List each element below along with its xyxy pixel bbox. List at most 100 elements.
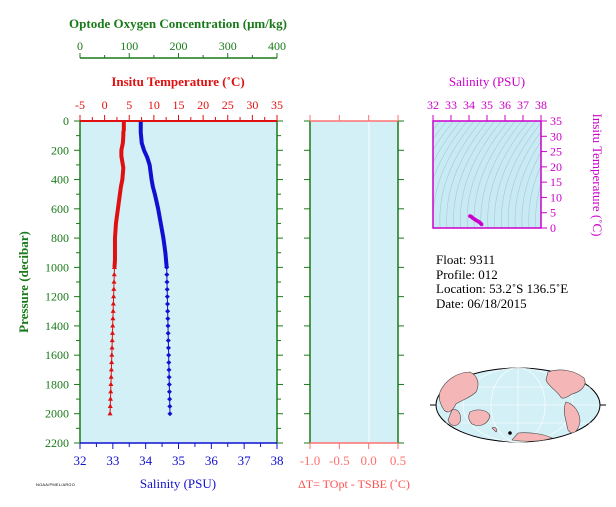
temperature-data-point bbox=[111, 271, 117, 277]
pressure-tick-label: 2000 bbox=[45, 407, 69, 421]
salinity-data-point bbox=[165, 308, 171, 314]
salinity-tick-label: 32 bbox=[74, 453, 87, 468]
ts-temperature-axis-title: Insitu Temperature (˚C) bbox=[590, 113, 605, 236]
salinity-data-point bbox=[166, 389, 172, 395]
temperature-data-point bbox=[109, 330, 115, 335]
temperature-data-point bbox=[107, 403, 113, 409]
salinity-data-point bbox=[166, 367, 172, 373]
float-location-marker bbox=[508, 431, 512, 435]
ts-isopycnal-curve bbox=[507, 131, 541, 228]
salinity-data-point bbox=[164, 264, 170, 270]
oxygen-tick-label: 200 bbox=[170, 39, 188, 53]
ts-salinity-tick-label: 32 bbox=[427, 98, 439, 112]
ts-isopycnal-curve bbox=[439, 121, 482, 228]
salinity-data-point bbox=[165, 301, 171, 307]
delta-t-plot-background bbox=[310, 121, 398, 443]
temperature-data-point bbox=[110, 301, 116, 306]
ts-isopycnal-curve bbox=[521, 151, 541, 228]
temperature-data-point bbox=[109, 337, 115, 343]
ts-temperature-tick-label: 15 bbox=[550, 175, 562, 189]
oxygen-axis-ticks: 0 100 200 300 400 bbox=[77, 39, 286, 58]
ts-isopycnal-curve bbox=[535, 182, 541, 228]
ts-salinity-tick-label: 36 bbox=[499, 98, 511, 112]
ts-isopycnal-curve bbox=[433, 121, 434, 122]
delta-t-tick-label: 0.5 bbox=[390, 453, 406, 468]
temperature-tick-label: 30 bbox=[246, 98, 258, 112]
temperature-profile-line bbox=[112, 121, 126, 268]
temperature-tick-label: 10 bbox=[148, 98, 160, 112]
ts-isopycnal-curve bbox=[460, 121, 502, 228]
pressure-tick-label: 200 bbox=[51, 143, 69, 157]
ts-temperature-tick-label: 5 bbox=[550, 206, 556, 220]
oxygen-axis-title: Optode Oxygen Concentration (μm/kg) bbox=[69, 16, 287, 31]
temperature-data-point bbox=[109, 352, 115, 357]
ts-isopycnal-curve bbox=[433, 121, 461, 164]
temperature-tick-label: 20 bbox=[197, 98, 209, 112]
ts-salinity-tick-label: 34 bbox=[463, 98, 475, 112]
ts-isopycnal-curve bbox=[433, 121, 448, 140]
salinity-data-point bbox=[167, 411, 173, 417]
temperature-series bbox=[107, 121, 126, 416]
ts-isopycnal-lines bbox=[433, 121, 541, 228]
temperature-data-point bbox=[111, 293, 117, 299]
profile-date: Date: 06/18/2015 bbox=[436, 295, 527, 311]
ts-plot-background bbox=[433, 121, 541, 228]
pressure-tick-label: 1800 bbox=[45, 377, 69, 391]
temperature-tick-label: -5 bbox=[75, 98, 85, 112]
salinity-data-point bbox=[164, 279, 170, 285]
pressure-axis-ticks: 0 200 400 600 800 1000 1200 1400 1600 1800 2000 220… bbox=[45, 114, 404, 450]
salinity-data-point bbox=[165, 338, 171, 344]
map-land bbox=[438, 369, 586, 442]
delta-t-axis-ticks: -1.0 -0.5 0.0 0.5 bbox=[300, 115, 406, 468]
pressure-tick-label: 0 bbox=[63, 114, 69, 128]
pressure-tick-label: 1400 bbox=[45, 319, 69, 333]
ts-scatter-points bbox=[468, 214, 484, 227]
temperature-tick-label: 5 bbox=[126, 98, 132, 112]
world-map bbox=[430, 367, 606, 443]
temperature-data-point bbox=[111, 286, 117, 291]
ts-temperature-tick-label: 0 bbox=[550, 221, 556, 235]
ts-temperature-tick-label: 10 bbox=[550, 190, 562, 204]
ts-salinity-tick-label: 33 bbox=[445, 98, 457, 112]
temperature-data-point bbox=[108, 381, 114, 387]
salinity-data-point bbox=[166, 352, 172, 358]
salinity-tick-label: 35 bbox=[172, 453, 185, 468]
temperature-data-point bbox=[108, 388, 114, 394]
temperature-data-point bbox=[110, 308, 116, 313]
temperature-data-point bbox=[109, 345, 115, 350]
temperature-tick-label: 35 bbox=[271, 98, 283, 112]
ts-temperature-tick-label: 35 bbox=[550, 114, 562, 128]
float-info-block: Float: 9311 Profile: 012 Location: 53.2˚… bbox=[436, 252, 568, 311]
oxygen-tick-label: 400 bbox=[268, 39, 286, 53]
temperature-tick-label: 15 bbox=[173, 98, 185, 112]
ts-isopycnal-curve bbox=[514, 140, 541, 228]
ts-salinity-tick-label: 35 bbox=[481, 98, 493, 112]
salinity-data-point bbox=[164, 286, 170, 292]
ts-isopycnal-curve bbox=[446, 121, 489, 228]
ts-isopycnal-curve bbox=[473, 121, 516, 228]
temperature-data-point bbox=[111, 279, 117, 284]
ts-isopycnal-curve bbox=[466, 121, 509, 228]
salinity-data-point bbox=[165, 316, 171, 322]
delta-t-axis-title: ΔT= TOpt - TSBE (˚C) bbox=[298, 477, 410, 491]
salinity-data-point bbox=[165, 345, 171, 351]
temperature-data-point bbox=[107, 410, 113, 416]
temperature-axis-title: Insitu Temperature (˚C) bbox=[111, 74, 244, 89]
ts-temperature-tick-label: 25 bbox=[550, 145, 562, 159]
temperature-tick-label: 0 bbox=[102, 98, 108, 112]
delta-t-tick-label: -1.0 bbox=[300, 453, 321, 468]
temperature-tick-label: 25 bbox=[222, 98, 234, 112]
temperature-data-point bbox=[110, 323, 116, 328]
delta-t-tick-label: 0.0 bbox=[361, 453, 377, 468]
ts-isopycnal-curve bbox=[501, 122, 541, 228]
temperature-data-point bbox=[109, 359, 115, 365]
temperature-data-point bbox=[108, 367, 114, 372]
footer-credit: NOAA/PMEL/ARGO bbox=[36, 482, 76, 487]
pressure-tick-label: 400 bbox=[51, 173, 69, 187]
profile-number: Profile: 012 bbox=[436, 266, 498, 282]
profile-panel: 0 100 200 300 400 -5 0 5 10 15 20 25 30 35 32 33 34 35 3… bbox=[16, 16, 404, 491]
salinity-axis-title: Salinity (PSU) bbox=[140, 476, 216, 491]
ts-isopycnal-curve bbox=[494, 121, 537, 228]
